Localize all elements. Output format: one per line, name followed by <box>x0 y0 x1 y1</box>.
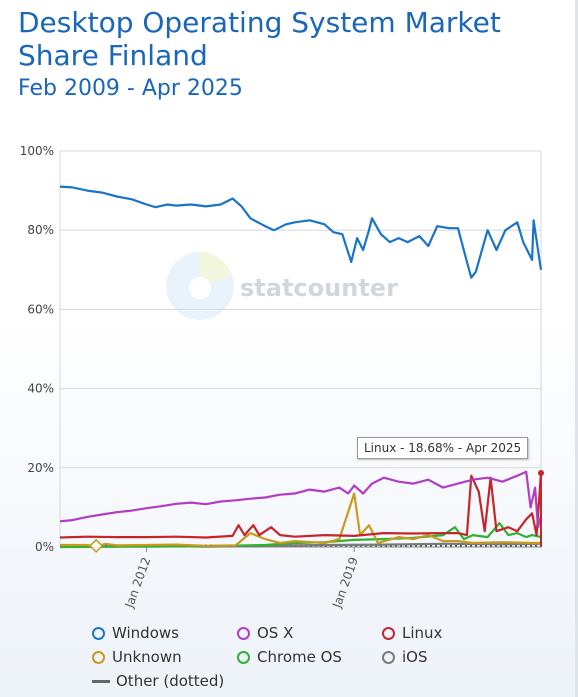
series-line-linux <box>59 472 543 539</box>
series-line-os-x <box>59 470 543 529</box>
chart-subtitle: Feb 2009 - Apr 2025 <box>18 76 243 101</box>
unknown-marker-icon <box>92 650 105 664</box>
x-tick-label: Jan 2019 <box>329 555 361 610</box>
legend-item-windows[interactable]: Windows <box>92 624 179 642</box>
legend-label: Unknown <box>112 648 182 666</box>
y-tick-label: 80% <box>27 223 54 237</box>
axis-ticks: 0% 20% 40% 60% 80% 100% Jan 2012 Jan 2019 <box>20 144 361 611</box>
osx-marker-icon <box>237 626 250 640</box>
y-tick-label: 100% <box>20 144 54 158</box>
statcounter-logo-center <box>189 277 211 299</box>
tooltip: Linux - 18.68% - Apr 2025 <box>357 437 529 459</box>
statcounter-logo-icon <box>166 252 234 320</box>
x-tick-label: Jan 2012 <box>122 555 154 610</box>
series-line-chrome-os <box>59 522 542 549</box>
legend-item-chrome-os[interactable]: Chrome OS <box>237 648 342 666</box>
statcounter-watermark-text: statcounter <box>240 274 398 302</box>
legend-label: Windows <box>112 624 179 642</box>
y-tick-label: 60% <box>27 302 54 316</box>
y-tick-label: 40% <box>27 382 54 396</box>
linux-marker-icon <box>382 626 395 640</box>
legend-item-osx[interactable]: OS X <box>237 624 293 642</box>
series-line-windows <box>59 185 543 279</box>
right-edge-divider <box>575 0 578 697</box>
legend-label: Linux <box>402 624 443 642</box>
y-tick-label: 0% <box>35 540 54 554</box>
legend-item-unknown[interactable]: Unknown <box>92 648 182 666</box>
unknown-point-marker <box>89 538 104 553</box>
legend-label: OS X <box>257 624 294 642</box>
grid <box>59 150 542 552</box>
chart-title: Desktop Operating System Market Share Fi… <box>18 6 501 72</box>
chrome-os-marker-icon <box>237 650 250 664</box>
y-tick-label: 20% <box>27 461 54 475</box>
hover-point <box>538 470 544 477</box>
ios-marker-icon <box>382 650 395 664</box>
windows-marker-icon <box>92 626 105 640</box>
series <box>59 185 543 553</box>
statcounter-logo-wedge <box>200 252 232 286</box>
other-dotted-line-icon <box>92 679 110 683</box>
series-line-unknown <box>60 492 541 549</box>
statcounter-watermark: statcounter <box>166 252 398 320</box>
legend-label: iOS <box>402 648 428 666</box>
hover-marker <box>538 470 544 547</box>
legend-label: Other (dotted) <box>116 672 225 690</box>
legend-item-linux[interactable]: Linux <box>382 624 442 642</box>
legend-item-ios[interactable]: iOS <box>382 648 428 666</box>
legend-item-other[interactable]: Other (dotted) <box>92 672 224 690</box>
legend-label: Chrome OS <box>257 648 342 666</box>
